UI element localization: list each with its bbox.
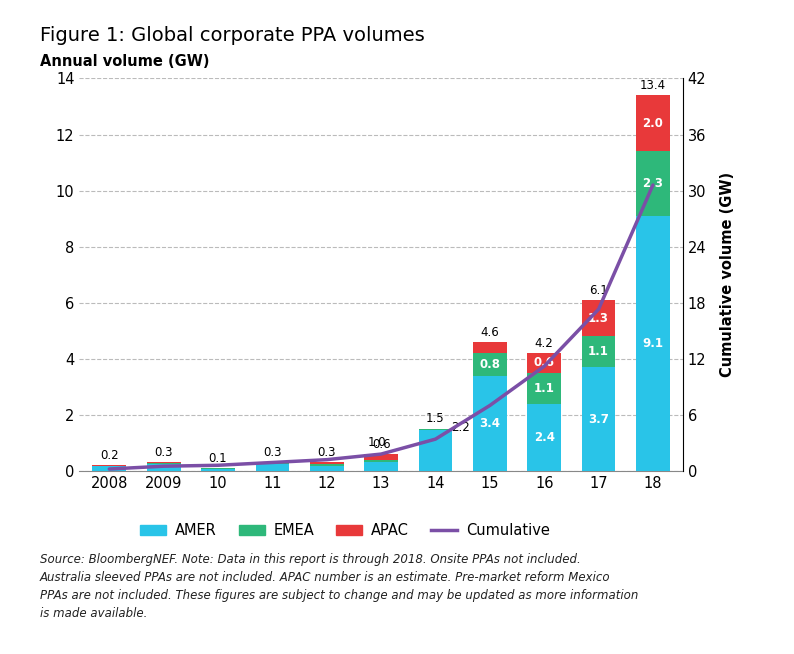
Text: 2.0: 2.0 xyxy=(642,117,663,130)
Text: 4.6: 4.6 xyxy=(480,326,499,339)
Bar xyxy=(582,336,615,367)
Text: 3.4: 3.4 xyxy=(480,417,500,430)
Text: 0.6: 0.6 xyxy=(372,438,391,451)
Bar xyxy=(310,462,344,464)
Bar xyxy=(582,300,615,336)
Bar xyxy=(418,430,453,471)
Bar xyxy=(256,464,289,471)
Bar xyxy=(364,454,398,460)
Text: 1.3: 1.3 xyxy=(588,311,609,324)
Text: 1.5: 1.5 xyxy=(426,413,445,426)
Text: Source: BloombergNEF. Note: Data in this report is through 2018. Onsite PPAs not: Source: BloombergNEF. Note: Data in this… xyxy=(40,553,638,619)
Text: Annual volume (GW): Annual volume (GW) xyxy=(40,54,209,69)
Bar xyxy=(418,429,453,430)
Text: 1.1: 1.1 xyxy=(588,345,609,358)
Text: 2.2: 2.2 xyxy=(451,421,469,434)
Bar xyxy=(527,404,561,471)
Bar xyxy=(364,462,398,471)
Bar xyxy=(92,466,126,471)
Legend: AMER, EMEA, APAC, Cumulative: AMER, EMEA, APAC, Cumulative xyxy=(140,523,550,538)
Text: 0.3: 0.3 xyxy=(318,446,336,459)
Bar xyxy=(473,342,507,353)
Text: Figure 1: Global corporate PPA volumes: Figure 1: Global corporate PPA volumes xyxy=(40,26,425,45)
Text: 0.2: 0.2 xyxy=(100,449,118,462)
Text: 1.1: 1.1 xyxy=(534,382,555,395)
Bar xyxy=(310,466,344,471)
Text: 6.1: 6.1 xyxy=(589,284,608,296)
Bar xyxy=(636,95,670,151)
Text: 4.2: 4.2 xyxy=(535,337,553,350)
Bar xyxy=(527,353,561,373)
Text: 3.7: 3.7 xyxy=(588,413,609,426)
Text: 9.1: 9.1 xyxy=(642,337,664,350)
Text: 0.1: 0.1 xyxy=(209,452,227,465)
Text: 13.4: 13.4 xyxy=(640,79,666,92)
Text: 0.3: 0.3 xyxy=(263,446,282,459)
Bar xyxy=(636,151,670,216)
Text: 0.3: 0.3 xyxy=(154,446,173,459)
Text: 1.0: 1.0 xyxy=(368,436,386,449)
Bar xyxy=(473,353,507,375)
Bar xyxy=(256,463,289,464)
Bar xyxy=(473,375,507,471)
Bar xyxy=(364,460,398,462)
Bar xyxy=(636,216,670,471)
Text: 2.3: 2.3 xyxy=(642,177,663,190)
Bar xyxy=(147,463,180,464)
Bar xyxy=(582,367,615,471)
Bar xyxy=(310,464,344,466)
Text: 2.4: 2.4 xyxy=(534,431,555,444)
Bar xyxy=(147,464,180,471)
Bar xyxy=(527,373,561,404)
Text: 0.8: 0.8 xyxy=(480,358,500,371)
Text: 0.6: 0.6 xyxy=(534,356,555,370)
Bar xyxy=(201,469,235,471)
Y-axis label: Cumulative volume (GW): Cumulative volume (GW) xyxy=(720,172,735,377)
